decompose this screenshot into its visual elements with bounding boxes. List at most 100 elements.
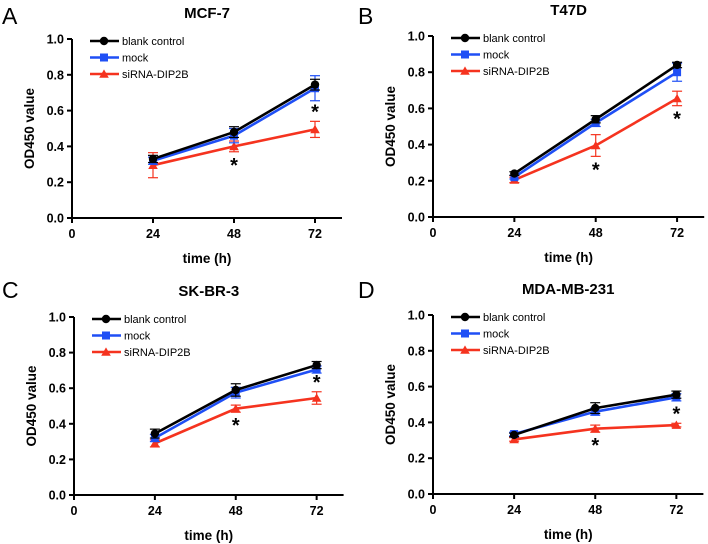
y-tick-label: 0.2 [49,453,66,467]
legend-label: blank control [483,33,545,45]
legend-label: mock [483,329,510,341]
legend-label: blank control [122,36,184,48]
y-tick-label: 0.4 [408,138,425,152]
x-axis-label: time (h) [183,251,232,266]
data-point [509,430,519,440]
x-tick-label: 48 [227,227,241,241]
x-axis-label: time (h) [544,250,593,265]
legend-item: siRNA-DIP2B [451,66,550,78]
significance-star: * [672,403,680,425]
y-tick-label: 0.0 [49,489,66,503]
legend-marker [101,314,111,324]
data-point [150,438,160,448]
y-axis-label: OD450 value [22,87,37,169]
panel-label: A [2,3,18,29]
legend: blank control mock siRNA-DIP2B [92,314,191,359]
y-tick-label: 0.0 [47,212,64,226]
data-point [590,140,601,150]
y-tick-label: 1.0 [49,311,66,325]
data-point [672,93,682,103]
legend-item: blank control [90,36,184,48]
data-point [229,127,239,137]
data-point [672,60,682,70]
legend: blank control mock siRNA-DIP2B [90,36,189,81]
data-point [310,124,320,134]
data-point [148,154,158,164]
chart-panel-b: B T47D 0.0 0.2 0.4 0.6 0.8 1.0 0 24 48 72 time (h) OD… [358,2,705,265]
x-tick-label: 24 [507,226,521,240]
chart-title: SK-BR-3 [178,283,239,300]
x-tick-label: 0 [430,503,437,517]
data-point [591,115,600,124]
x-tick-label: 0 [69,227,76,241]
y-tick-label: 0.2 [47,176,64,190]
chart-title: T47D [550,2,587,19]
data-point [671,420,682,429]
legend-label: blank control [124,314,186,326]
legend-marker [99,69,109,78]
panel-label: D [358,277,375,303]
series-blank-control [509,60,683,178]
data-point [591,403,600,413]
chart-panel-a: A MCF-7 0.0 0.2 0.4 0.6 0.8 1.0 0 24 48 72 time (h) O… [2,3,342,266]
y-tick-label: 0.8 [49,346,66,360]
panel-label: C [2,277,19,303]
x-tick-label: 72 [670,226,684,240]
chart-title: MCF-7 [184,5,230,22]
series-sirna-dip2b [509,420,682,444]
legend-marker [101,347,111,356]
chart-panel-c: C SK-BR-3 0.0 0.2 0.4 0.6 0.8 1.0 0 24 48 72 time (h… [2,277,344,543]
y-tick-label: 0.8 [408,66,425,80]
data-point [590,424,601,433]
significance-star: * [232,415,240,437]
x-tick-label: 0 [71,504,78,518]
chart-title: MDA-MB-231 [522,281,615,298]
legend-label: mock [483,50,510,62]
legend-label: siRNA-DIP2B [122,69,189,81]
y-tick-label: 1.0 [408,30,425,44]
legend-item: siRNA-DIP2B [90,69,189,81]
legend-marker [99,36,109,46]
x-tick-label: 24 [148,504,162,518]
x-axis-label: time (h) [184,528,233,543]
legend-marker [100,53,108,62]
x-axis-label: time (h) [544,527,593,542]
legend-label: mock [124,331,151,343]
legend: blank control mock siRNA-DIP2B [451,312,550,357]
y-tick-label: 0.2 [408,452,425,466]
y-tick-label: 0.2 [408,174,425,188]
legend-item: mock [90,53,149,65]
legend-item: mock [451,329,510,341]
legend-item: mock [92,331,151,343]
y-tick-label: 0.6 [49,382,66,396]
series-blank-control [509,390,682,440]
data-point [230,404,241,413]
y-tick-label: 0.8 [47,68,64,82]
y-tick-label: 0.4 [49,417,66,431]
data-point [510,169,519,178]
chart-panel-d: D MDA-MB-231 0.0 0.2 0.4 0.6 0.8 1.0 0 24 48 72 time… [358,277,704,542]
data-point [311,393,322,402]
series-blank-control [149,360,322,439]
significance-star: * [673,109,681,131]
legend-marker [460,345,470,354]
y-tick-label: 0.6 [47,104,64,118]
legend-marker [460,66,470,75]
x-tick-label: 48 [589,226,603,240]
data-point [310,80,320,89]
legend-label: blank control [483,312,545,324]
x-tick-label: 24 [507,503,521,517]
series-sirna-dip2b [148,120,320,179]
legend-label: siRNA-DIP2B [483,345,550,357]
significance-star: * [591,435,599,457]
y-axis-label: OD450 value [383,85,398,167]
y-axis-label: OD450 value [383,363,398,445]
legend-marker [102,331,110,340]
legend-item: mock [451,50,510,62]
legend-item: siRNA-DIP2B [451,345,550,357]
y-axis-label: OD450 value [24,365,39,447]
significance-star: * [592,159,600,181]
y-tick-label: 0.8 [408,344,425,358]
y-tick-label: 0.0 [408,488,425,502]
legend-item: siRNA-DIP2B [92,347,191,359]
